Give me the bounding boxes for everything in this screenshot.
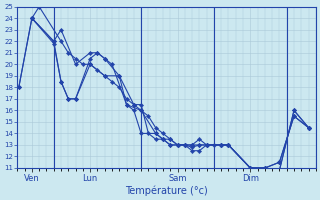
X-axis label: Température (°c): Température (°c) xyxy=(125,185,208,196)
